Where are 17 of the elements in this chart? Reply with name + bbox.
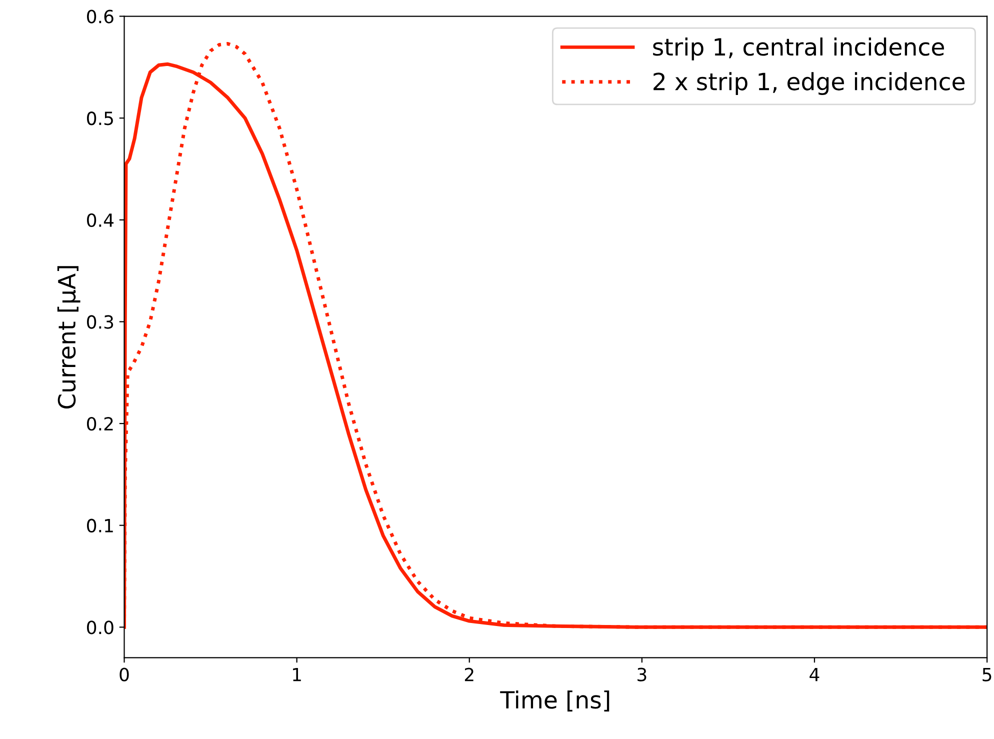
- y-tick-label: 0.6: [87, 10, 114, 24]
- y-tick-label: 0.0: [87, 620, 114, 634]
- x-tick-label: 5: [982, 668, 992, 682]
- x-tick-label: 4: [810, 668, 820, 682]
- x-tick-label: 0: [120, 668, 129, 682]
- x-tick-label: 2: [464, 668, 474, 682]
- y-tick-label: 0.3: [87, 315, 114, 329]
- x-axis-title: Time [ns]: [500, 690, 610, 712]
- y-tick-label: 0.5: [87, 112, 113, 126]
- x-tick-label: 3: [638, 668, 646, 682]
- x-tick-label: 1: [293, 668, 301, 682]
- y-tick-label: 0.4: [87, 213, 114, 228]
- legend-label: strip 1, central incidence: [653, 38, 944, 60]
- y-tick-label: 0.1: [87, 518, 113, 532]
- y-axis-title: Current [μA]: [57, 266, 80, 409]
- y-tick-label: 0.2: [87, 416, 113, 431]
- legend-label: 2 x strip 1, edge incidence: [654, 72, 965, 96]
